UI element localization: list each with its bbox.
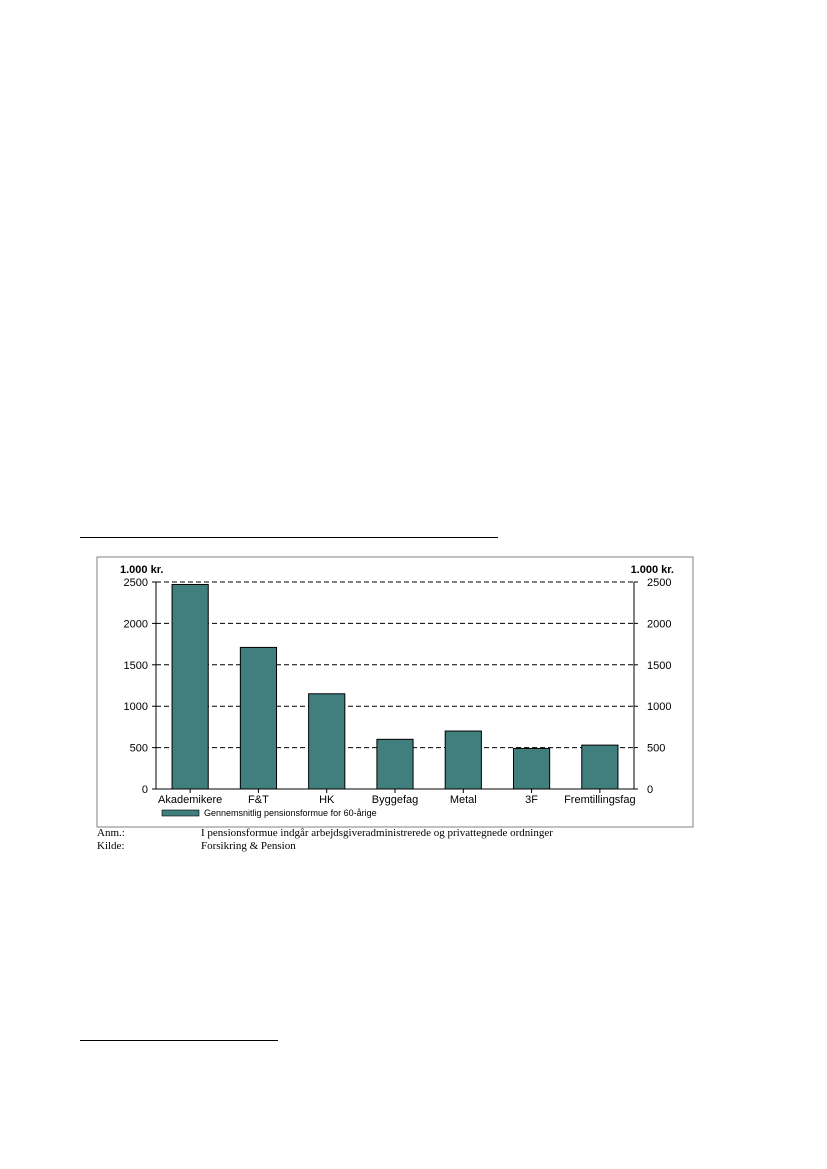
y-tick-label-left: 500	[130, 743, 148, 755]
note-kilde-label: Kilde:	[97, 840, 125, 852]
x-tick-label: HK	[319, 794, 335, 806]
x-tick-label: Metal	[450, 794, 477, 806]
legend-label: Gennemsnitlig pensionsformue for 60-årig…	[204, 808, 377, 818]
note-anm-text: I pensionsformue indgår arbejdsgiveradmi…	[201, 827, 553, 839]
separator-bottom	[80, 1040, 278, 1041]
y-tick-label-right: 1000	[647, 701, 671, 713]
y-tick-label-left: 0	[142, 784, 148, 796]
y-tick-label-left: 1000	[124, 701, 148, 713]
unit-label-right: 1.000 kr.	[631, 564, 674, 576]
legend: Gennemsnitlig pensionsformue for 60-årig…	[161, 808, 377, 818]
y-tick-label-right: 2500	[647, 577, 671, 589]
unit-label-left: 1.000 kr.	[120, 564, 163, 576]
bar-0	[171, 583, 209, 790]
x-tick-label: Byggefag	[372, 794, 418, 806]
y-tick-label-right: 0	[647, 784, 653, 796]
note-anm-label: Anm.:	[97, 827, 125, 839]
bar-2	[308, 693, 346, 790]
x-tick-label: F&T	[248, 794, 269, 806]
x-tick-label: 3F	[525, 794, 538, 806]
y-tick-label-left: 2000	[124, 618, 148, 630]
legend-swatch	[161, 809, 200, 817]
bar-4	[444, 730, 482, 790]
bar-1	[239, 646, 278, 790]
separator-top	[80, 537, 498, 538]
note-kilde-text: Forsikring & Pension	[201, 840, 296, 852]
bar-5	[512, 747, 551, 790]
bar-6	[581, 744, 619, 790]
x-tick-label: Fremtillingsfag	[564, 794, 636, 806]
x-tick-label: Akademikere	[158, 794, 222, 806]
y-tick-label-left: 1500	[124, 660, 148, 672]
y-tick-label-right: 500	[647, 743, 665, 755]
bar-3	[376, 738, 414, 790]
y-tick-label-right: 2000	[647, 618, 671, 630]
y-tick-label-left: 2500	[124, 577, 148, 589]
y-tick-label-right: 1500	[647, 660, 671, 672]
